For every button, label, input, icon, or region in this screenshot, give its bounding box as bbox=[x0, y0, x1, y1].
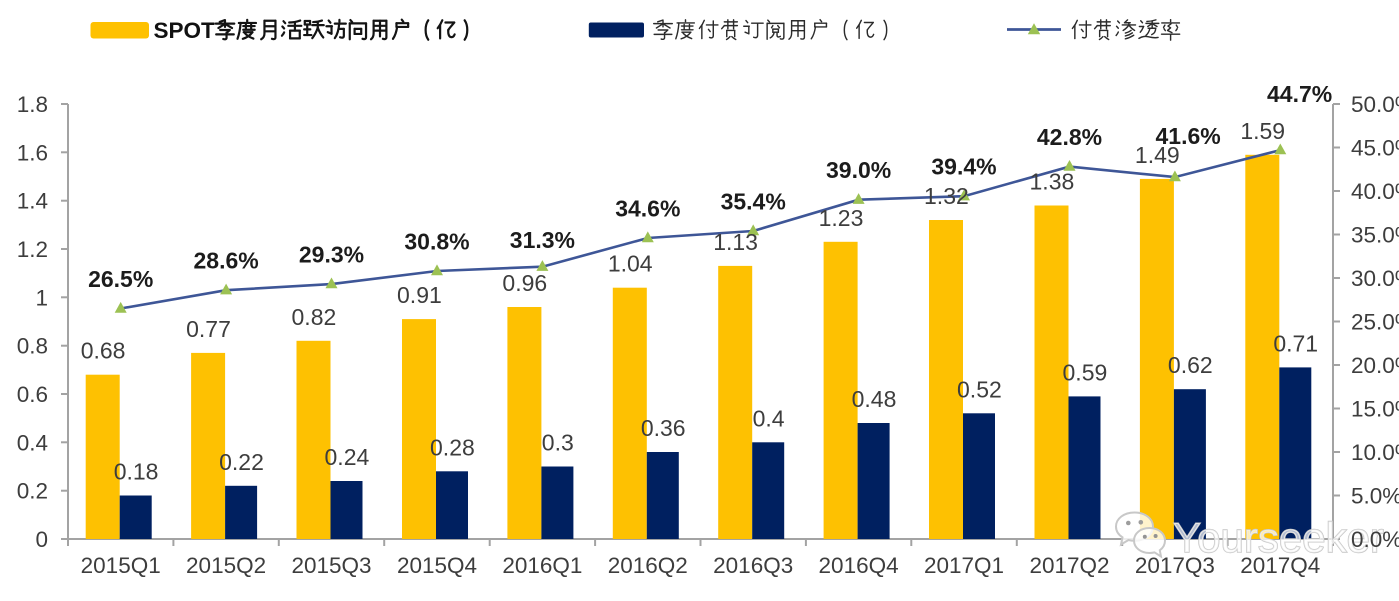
svg-text:0.36: 0.36 bbox=[641, 415, 686, 441]
svg-text:25.0%: 25.0% bbox=[1351, 310, 1399, 335]
svg-text:1.59: 1.59 bbox=[1240, 118, 1285, 144]
svg-text:1.23: 1.23 bbox=[819, 205, 864, 231]
svg-text:2016Q3: 2016Q3 bbox=[713, 553, 793, 578]
svg-text:40.0%: 40.0% bbox=[1351, 179, 1399, 204]
svg-text:39.0%: 39.0% bbox=[826, 157, 891, 183]
svg-text:30.0%: 30.0% bbox=[1351, 266, 1399, 291]
svg-text:Yourseeker: Yourseeker bbox=[1173, 514, 1384, 561]
svg-text:2015Q3: 2015Q3 bbox=[291, 553, 371, 578]
svg-text:0.96: 0.96 bbox=[502, 270, 547, 296]
svg-text:34.6%: 34.6% bbox=[615, 196, 680, 222]
svg-text:41.6%: 41.6% bbox=[1155, 123, 1220, 149]
svg-text:0.6: 0.6 bbox=[17, 382, 48, 407]
svg-text:0.91: 0.91 bbox=[397, 282, 442, 308]
svg-text:28.6%: 28.6% bbox=[193, 248, 258, 274]
svg-text:0.48: 0.48 bbox=[852, 386, 897, 412]
svg-text:2017Q4: 2017Q4 bbox=[1240, 553, 1320, 578]
svg-text:0.68: 0.68 bbox=[81, 338, 126, 364]
svg-text:1.6: 1.6 bbox=[17, 140, 48, 165]
svg-text:2017Q3: 2017Q3 bbox=[1135, 553, 1215, 578]
svg-text:0.4: 0.4 bbox=[753, 405, 785, 431]
svg-text:0.3: 0.3 bbox=[542, 430, 574, 456]
svg-text:0.77: 0.77 bbox=[186, 316, 231, 342]
svg-text:45.0%: 45.0% bbox=[1351, 136, 1399, 161]
svg-text:1.2: 1.2 bbox=[17, 237, 48, 262]
svg-text:50.0%: 50.0% bbox=[1351, 92, 1399, 117]
svg-text:0.71: 0.71 bbox=[1273, 330, 1318, 356]
svg-text:0.4: 0.4 bbox=[17, 430, 48, 455]
svg-text:2016Q4: 2016Q4 bbox=[819, 553, 899, 578]
svg-text:1.38: 1.38 bbox=[1030, 169, 1075, 195]
svg-text:10.0%: 10.0% bbox=[1351, 440, 1399, 465]
svg-text:35.0%: 35.0% bbox=[1351, 223, 1399, 248]
svg-text:26.5%: 26.5% bbox=[88, 266, 153, 292]
svg-text:39.4%: 39.4% bbox=[931, 154, 996, 180]
svg-text:42.8%: 42.8% bbox=[1037, 124, 1102, 150]
svg-text:1.8: 1.8 bbox=[17, 92, 48, 117]
svg-text:1.04: 1.04 bbox=[608, 251, 653, 277]
svg-text:20.0%: 20.0% bbox=[1351, 353, 1399, 378]
svg-text:31.3%: 31.3% bbox=[510, 227, 575, 253]
svg-text:0.8: 0.8 bbox=[17, 334, 48, 359]
svg-text:2016Q1: 2016Q1 bbox=[502, 553, 582, 578]
svg-text:1.49: 1.49 bbox=[1135, 142, 1180, 168]
svg-text:30.8%: 30.8% bbox=[404, 229, 469, 255]
svg-text:0.24: 0.24 bbox=[325, 444, 370, 470]
svg-text:0.2: 0.2 bbox=[17, 479, 48, 504]
svg-text:0.22: 0.22 bbox=[219, 449, 264, 475]
svg-text:0.52: 0.52 bbox=[957, 376, 1002, 402]
svg-text:2017Q2: 2017Q2 bbox=[1029, 553, 1109, 578]
svg-text:1.13: 1.13 bbox=[713, 229, 758, 255]
svg-text:0: 0 bbox=[35, 527, 48, 552]
svg-text:0.62: 0.62 bbox=[1168, 352, 1213, 378]
svg-text:1: 1 bbox=[35, 285, 48, 310]
svg-text:29.3%: 29.3% bbox=[299, 242, 364, 268]
svg-text:0.28: 0.28 bbox=[430, 434, 475, 460]
svg-text:0.59: 0.59 bbox=[1063, 359, 1108, 385]
svg-text:15.0%: 15.0% bbox=[1351, 397, 1399, 422]
svg-text:0.18: 0.18 bbox=[114, 459, 159, 485]
svg-text:2016Q2: 2016Q2 bbox=[608, 553, 688, 578]
svg-text:5.0%: 5.0% bbox=[1351, 484, 1399, 509]
svg-text:1.32: 1.32 bbox=[924, 183, 969, 209]
svg-text:2015Q4: 2015Q4 bbox=[397, 553, 477, 578]
svg-text:44.7%: 44.7% bbox=[1267, 81, 1332, 107]
svg-text:0.0%: 0.0% bbox=[1351, 527, 1399, 552]
svg-text:2015Q1: 2015Q1 bbox=[81, 553, 161, 578]
svg-text:35.4%: 35.4% bbox=[721, 189, 786, 215]
svg-text:2017Q1: 2017Q1 bbox=[924, 553, 1004, 578]
svg-text:2015Q2: 2015Q2 bbox=[186, 553, 266, 578]
svg-text:SPOT: SPOT bbox=[154, 18, 216, 43]
svg-text:1.4: 1.4 bbox=[17, 189, 48, 214]
svg-text:0.82: 0.82 bbox=[292, 304, 337, 330]
